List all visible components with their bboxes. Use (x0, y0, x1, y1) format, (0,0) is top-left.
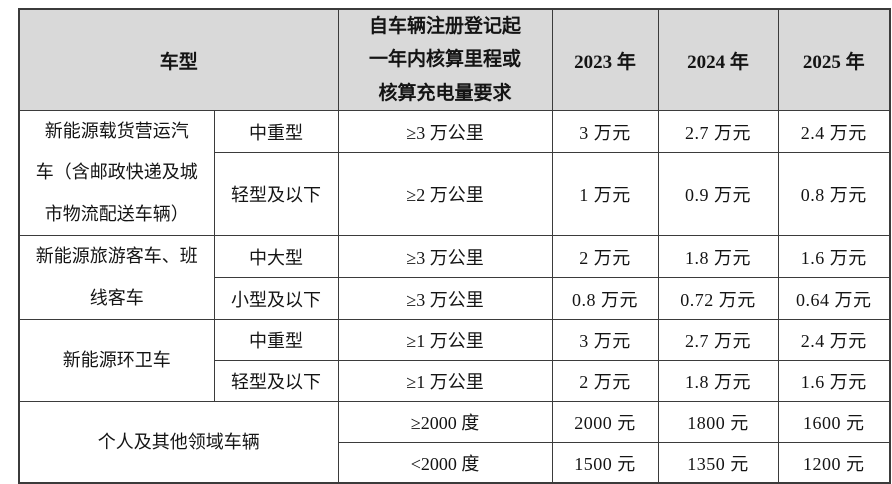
charge-requirement-cell: <2000 度 (337, 441, 553, 484)
category-personal-line-1: 个人及其他领域车辆 (97, 431, 260, 452)
subsidy-2024-cell: 1350 元 (657, 441, 779, 484)
category-cargo-line-3: 市物流配送车辆） (44, 203, 189, 224)
category-cell-bus: 新能源旅游客车、班 线客车 (18, 235, 215, 320)
mileage-requirement-cell: ≥1 万公里 (337, 359, 553, 402)
subtype-cell: 轻型及以下 (213, 359, 339, 402)
header-year-2025: 2025 年 (777, 8, 891, 111)
subsidy-2024-cell: 1800 元 (657, 400, 779, 443)
table-row: 小型及以下 ≥3 万公里 0.8 万元 0.72 万元 0.64 万元 (19, 277, 891, 320)
subtype-cell: 中大型 (213, 235, 339, 279)
header-requirement-line-1: 自车辆注册登记起 (369, 16, 522, 38)
subsidy-table-container: 车型 自车辆注册登记起 一年内核算里程或 核算充电量要求 2023 年 2024… (18, 8, 892, 484)
subsidy-2025-cell: 1.6 万元 (777, 359, 891, 402)
subsidy-2025-cell: 0.64 万元 (777, 277, 891, 320)
subsidy-2023-cell: 2 万元 (551, 359, 659, 402)
subtype-cell: 中重型 (213, 109, 339, 154)
table-row: 新能源旅游客车、班 线客车 中大型 ≥3 万公里 2 万元 1.8 万元 1.6… (18, 235, 891, 320)
category-bus-line-1: 新能源旅游客车、班 (35, 246, 198, 267)
header-year-2023: 2023 年 (551, 8, 659, 111)
subsidy-2023-cell: 3 万元 (551, 109, 659, 154)
mileage-requirement-cell: ≥2 万公里 (337, 152, 553, 237)
subsidy-2025-cell: 1.6 万元 (777, 235, 891, 279)
category-cell-sanitation: 新能源环卫车 (18, 318, 215, 402)
subsidy-2023-cell: 1500 元 (551, 441, 659, 484)
subsidy-2024-cell: 1.8 万元 (657, 359, 779, 402)
subsidy-2025-cell: 2.4 万元 (777, 318, 891, 361)
table-row: 新能源载货营运汽 车（含邮政快递及城 市物流配送车辆） 中重型 ≥3 万公里 3… (18, 109, 891, 237)
category-cargo-line-2: 车（含邮政快递及城 (35, 162, 198, 183)
subsidy-2025-cell: 0.8 万元 (777, 152, 891, 237)
subsidy-2023-cell: 2000 元 (551, 400, 659, 443)
category-sanitation-line-1: 新能源环卫车 (62, 349, 171, 370)
category-cargo-line-1: 新能源载货营运汽 (44, 121, 189, 141)
subsidy-2025-cell: 1200 元 (777, 441, 891, 484)
header-requirement: 自车辆注册登记起 一年内核算里程或 核算充电量要求 (337, 8, 553, 111)
subsidy-2024-cell: 0.9 万元 (657, 152, 779, 237)
table-row: 个人及其他领域车辆 ≥2000 度 2000 元 1800 元 1600 元 (18, 400, 891, 484)
mileage-requirement-cell: ≥3 万公里 (337, 277, 553, 320)
table-row: 新能源环卫车 中重型 ≥1 万公里 3 万元 2.7 万元 2.4 万元 (18, 318, 891, 402)
table-row: <2000 度 1500 元 1350 元 1200 元 (19, 441, 891, 484)
subsidy-2025-cell: 1600 元 (777, 400, 891, 443)
header-row: 车型 自车辆注册登记起 一年内核算里程或 核算充电量要求 2023 年 2024… (18, 8, 891, 111)
charge-requirement-cell: ≥2000 度 (337, 400, 553, 443)
header-year-2024: 2024 年 (657, 8, 779, 111)
subtype-cell: 轻型及以下 (213, 152, 339, 237)
category-cell-personal: 个人及其他领域车辆 (18, 400, 339, 484)
header-vehicle-type: 车型 (18, 8, 339, 111)
header-requirement-line-2: 一年内核算里程或 (369, 49, 522, 71)
subsidy-2023-cell: 2 万元 (551, 235, 659, 279)
subsidy-2024-cell: 1.8 万元 (657, 235, 779, 279)
table-row: 轻型及以下 ≥2 万公里 1 万元 0.9 万元 0.8 万元 (19, 152, 891, 237)
mileage-requirement-cell: ≥3 万公里 (337, 235, 553, 279)
subsidy-2023-cell: 3 万元 (551, 318, 659, 361)
mileage-requirement-cell: ≥1 万公里 (337, 318, 553, 361)
mileage-requirement-cell: ≥3 万公里 (337, 109, 553, 154)
subsidy-2025-cell: 2.4 万元 (777, 109, 891, 154)
header-requirement-line-3: 核算充电量要求 (378, 82, 512, 104)
subsidy-2023-cell: 1 万元 (551, 152, 659, 237)
new-energy-vehicle-subsidy-table: 车型 自车辆注册登记起 一年内核算里程或 核算充电量要求 2023 年 2024… (18, 8, 892, 484)
subtype-cell: 中重型 (213, 318, 339, 361)
subtype-cell: 小型及以下 (213, 277, 339, 320)
subsidy-2024-cell: 2.7 万元 (657, 109, 779, 154)
subsidy-2024-cell: 0.72 万元 (657, 277, 779, 320)
subsidy-2023-cell: 0.8 万元 (551, 277, 659, 320)
header-vehicle-type-label: 车型 (159, 51, 198, 73)
category-cell-cargo: 新能源载货营运汽 车（含邮政快递及城 市物流配送车辆） (18, 109, 215, 237)
subsidy-2024-cell: 2.7 万元 (657, 318, 779, 361)
category-bus-line-2: 线客车 (89, 287, 144, 308)
table-row: 轻型及以下 ≥1 万公里 2 万元 1.8 万元 1.6 万元 (19, 359, 891, 402)
